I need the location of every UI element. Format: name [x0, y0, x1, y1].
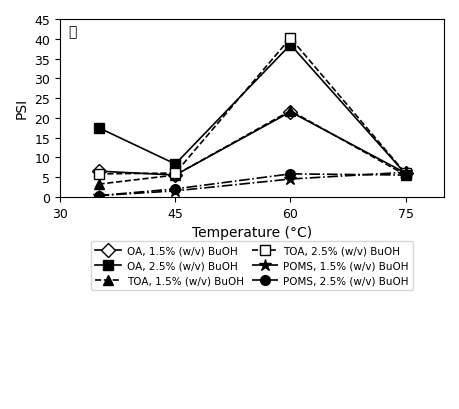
- Text: 쿠: 쿠: [68, 25, 76, 39]
- Legend: OA, 1.5% (w/v) BuOH, OA, 2.5% (w/v) BuOH, TOA, 1.5% (w/v) BuOH, TOA, 2.5% (w/v) : OA, 1.5% (w/v) BuOH, OA, 2.5% (w/v) BuOH…: [91, 242, 413, 290]
- Y-axis label: PSI: PSI: [15, 98, 29, 119]
- X-axis label: Temperature (°C): Temperature (°C): [192, 225, 312, 240]
